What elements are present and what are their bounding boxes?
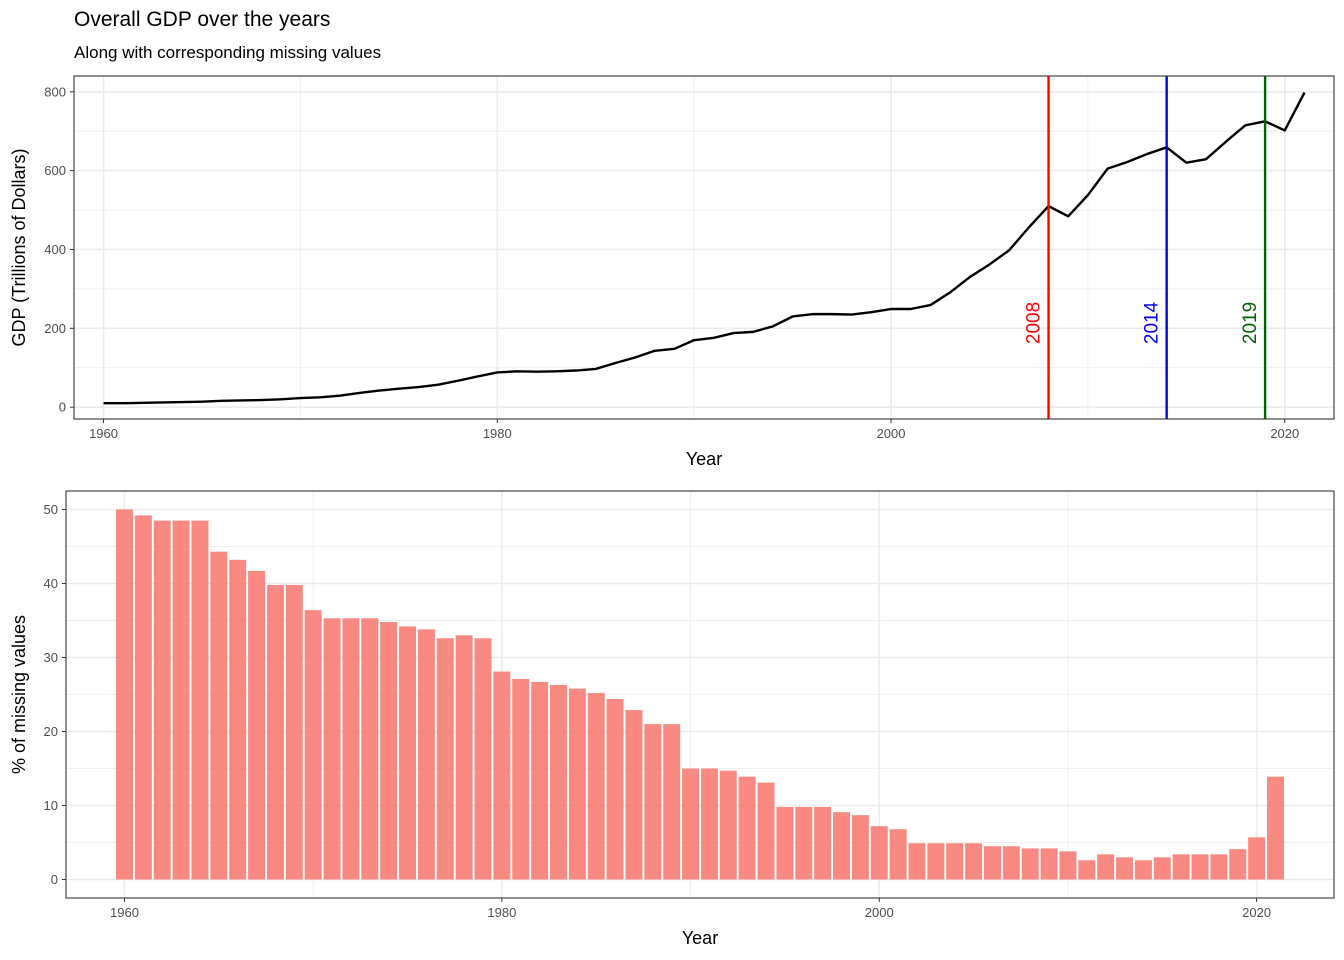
bar-1997 xyxy=(814,806,832,880)
bar-1985 xyxy=(587,693,605,880)
bar-2003 xyxy=(927,843,945,880)
bar-2000 xyxy=(870,826,888,880)
panel-border xyxy=(65,490,1335,899)
bar-1988 xyxy=(644,724,662,880)
bar-1975 xyxy=(399,626,417,880)
bar-1964 xyxy=(191,520,209,880)
bar-2005 xyxy=(965,843,983,880)
bar-1976 xyxy=(417,629,435,880)
bar-1982 xyxy=(531,681,549,880)
y-axis-title: GDP (Trillions of Dollars) xyxy=(9,148,29,346)
bar-1973 xyxy=(361,618,379,880)
bar-1969 xyxy=(285,584,303,880)
x-tick-label: 1960 xyxy=(89,426,118,441)
bar-2006 xyxy=(983,846,1001,880)
bar-2004 xyxy=(946,843,964,880)
bar-2002 xyxy=(908,843,926,880)
bar-1972 xyxy=(342,618,360,880)
panel-0: 2008 2014 2019 1960 1980 2000 2020 0 200 400 600 80… xyxy=(9,75,1335,469)
y-tick-label: 10 xyxy=(44,798,58,813)
bar-2010 xyxy=(1059,851,1077,880)
bar-2007 xyxy=(1002,846,1020,880)
bar-2017 xyxy=(1191,854,1209,880)
bar-1983 xyxy=(549,684,567,880)
panel-border xyxy=(73,75,1335,420)
y-tick-label: 0 xyxy=(59,400,66,415)
x-tick-label: 1980 xyxy=(487,905,516,920)
bar-2021 xyxy=(1267,776,1284,880)
x-tick-label: 2000 xyxy=(865,905,894,920)
x-axis-title: Year xyxy=(686,449,722,469)
y-tick-label: 50 xyxy=(44,502,58,517)
bar-1993 xyxy=(738,776,756,880)
bar-2014 xyxy=(1134,860,1152,880)
y-tick-label: 0 xyxy=(51,872,58,887)
bar-2008 xyxy=(1021,848,1039,880)
bar-1965 xyxy=(210,551,228,880)
bar-2012 xyxy=(1097,854,1115,880)
bar-2011 xyxy=(1078,860,1096,880)
bar-2001 xyxy=(889,829,907,880)
bar-1987 xyxy=(625,710,643,880)
x-tick-label: 2000 xyxy=(877,426,906,441)
bar-2019 xyxy=(1229,849,1247,880)
bar-1960 xyxy=(116,509,133,880)
bar-1999 xyxy=(851,815,869,880)
bar-1989 xyxy=(663,724,681,880)
gdp-line xyxy=(103,92,1306,405)
bar-1970 xyxy=(304,610,322,880)
bar-1981 xyxy=(512,678,530,880)
annotation-2019: 2019 xyxy=(1240,302,1261,344)
panel-1: 1960 1980 2000 2020 0 10 20 30 40 50 Year % of miss… xyxy=(9,490,1335,948)
bar-1990 xyxy=(682,768,700,880)
bar-1961 xyxy=(134,515,152,880)
bar-1991 xyxy=(700,768,718,880)
bar-2013 xyxy=(1116,857,1134,880)
bar-1967 xyxy=(248,570,266,880)
y-tick-label: 400 xyxy=(44,242,66,257)
y-axis-title: % of missing values xyxy=(9,615,29,774)
bar-1995 xyxy=(776,806,794,880)
bar-1986 xyxy=(606,698,624,880)
y-tick-label: 40 xyxy=(44,576,58,591)
y-tick-label: 200 xyxy=(44,321,66,336)
bar-1979 xyxy=(474,638,492,880)
bar-1992 xyxy=(719,770,737,880)
y-tick-label: 600 xyxy=(44,163,66,178)
bar-1966 xyxy=(229,559,247,880)
annotation-2008: 2008 xyxy=(1024,302,1045,344)
bar-1963 xyxy=(172,520,190,880)
panel-background xyxy=(74,76,1334,419)
chart-title: Overall GDP over the years xyxy=(74,8,331,31)
bar-2009 xyxy=(1040,848,1058,880)
bar-2015 xyxy=(1153,857,1171,880)
x-tick-label: 2020 xyxy=(1270,426,1299,441)
bar-1996 xyxy=(795,806,813,880)
x-axis-title: Year xyxy=(682,928,718,948)
x-tick-label: 1980 xyxy=(483,426,512,441)
bar-2018 xyxy=(1210,854,1228,880)
bar-1994 xyxy=(757,782,775,880)
bar-2020 xyxy=(1248,837,1266,880)
bar-1998 xyxy=(833,812,851,880)
bar-2016 xyxy=(1172,854,1190,880)
x-tick-label: 1960 xyxy=(110,905,139,920)
bar-1977 xyxy=(436,638,454,880)
chart-subtitle: Along with corresponding missing values xyxy=(74,43,382,62)
bar-1971 xyxy=(323,618,341,880)
y-tick-label: 20 xyxy=(44,724,58,739)
bar-1974 xyxy=(380,621,398,880)
bar-1980 xyxy=(493,671,511,880)
y-tick-label: 800 xyxy=(44,84,66,99)
bar-1984 xyxy=(568,688,586,880)
bar-1968 xyxy=(266,584,284,880)
bar-1978 xyxy=(455,635,473,880)
y-tick-label: 30 xyxy=(44,650,58,665)
bar-1962 xyxy=(153,520,171,880)
x-tick-label: 2020 xyxy=(1242,905,1271,920)
annotation-2014: 2014 xyxy=(1142,301,1163,344)
